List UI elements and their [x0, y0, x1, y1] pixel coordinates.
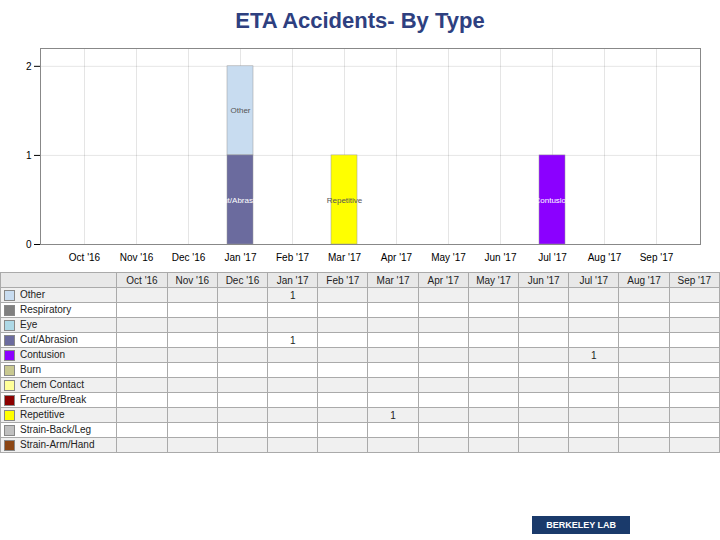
svg-text:Jun '17: Jun '17 — [485, 252, 517, 263]
svg-text:Sep '17: Sep '17 — [640, 252, 674, 263]
html-text:Contusion: Contusion — [20, 349, 65, 361]
html-text:1: 1 — [390, 409, 396, 421]
html-text:Eye: Eye — [20, 319, 38, 331]
svg-text:2: 2 — [26, 61, 32, 72]
html-text:Other: Other — [20, 289, 45, 301]
svg-text:Jan '17: Jan '17 — [225, 252, 257, 263]
svg-text:Repetitive: Repetitive — [327, 196, 363, 205]
html-text:BERKELEY LAB: BERKELEY LAB — [546, 520, 616, 530]
svg-text:Other: Other — [230, 106, 250, 115]
html-text:Strain-Arm/Hand: Strain-Arm/Hand — [20, 439, 95, 451]
html-text:Feb '17: Feb '17 — [326, 274, 360, 286]
html-text:Jan '17: Jan '17 — [276, 274, 309, 286]
svg-text:Jul '17: Jul '17 — [538, 252, 567, 263]
html-text:Aug '17: Aug '17 — [627, 274, 661, 286]
html-text:Chem Contact: Chem Contact — [20, 379, 84, 391]
svg-text:Apr '17: Apr '17 — [381, 252, 413, 263]
html-text:Jul '17: Jul '17 — [579, 274, 609, 286]
html-text:Cut/Abrasion: Cut/Abrasion — [20, 334, 78, 346]
html-text:Repetitive: Repetitive — [20, 409, 65, 421]
html-text:Jun '17: Jun '17 — [527, 274, 560, 286]
svg-text:Feb '17: Feb '17 — [276, 252, 309, 263]
svg-text:0: 0 — [26, 239, 32, 250]
html-text:Mar '17: Mar '17 — [376, 274, 410, 286]
svg-text:1: 1 — [26, 150, 32, 161]
html-text:1: 1 — [591, 349, 597, 361]
html-text:Apr '17: Apr '17 — [427, 274, 459, 286]
html-text:ETA Accidents- By Type: ETA Accidents- By Type — [235, 8, 485, 33]
html-text:Burn: Burn — [20, 364, 42, 376]
html-text:Fracture/Break: Fracture/Break — [20, 394, 87, 406]
svg-text:Aug '17: Aug '17 — [588, 252, 622, 263]
svg-text:Nov '16: Nov '16 — [120, 252, 154, 263]
html-text:Dec '16: Dec '16 — [225, 274, 260, 286]
html-text:1: 1 — [289, 334, 296, 346]
svg-text:May '17: May '17 — [431, 252, 466, 263]
svg-text:Cut/Abrasion: Cut/Abrasion — [217, 196, 263, 205]
html-text:Sep '17: Sep '17 — [677, 274, 712, 286]
svg-text:Dec '16: Dec '16 — [172, 252, 206, 263]
html-text:Respiratory: Respiratory — [20, 304, 72, 316]
html-text:1: 1 — [289, 289, 296, 301]
html-text:Strain-Back/Leg: Strain-Back/Leg — [20, 424, 92, 436]
svg-text:Contusion: Contusion — [534, 196, 570, 205]
html-text:Nov '16: Nov '16 — [175, 274, 209, 286]
html-text:Oct '16: Oct '16 — [126, 274, 158, 286]
svg-text:Oct '16: Oct '16 — [69, 252, 101, 263]
svg-text:Mar '17: Mar '17 — [328, 252, 361, 263]
html-text:May '17: May '17 — [476, 274, 511, 286]
